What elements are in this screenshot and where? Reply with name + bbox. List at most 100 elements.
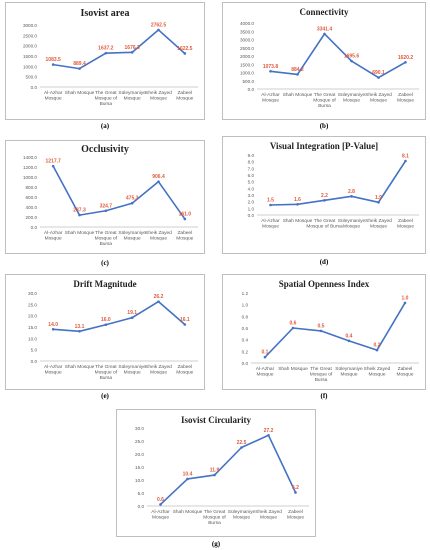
data-label: 1.5	[267, 198, 274, 204]
series-line	[270, 160, 407, 206]
data-label: 1217.7	[46, 159, 62, 165]
chart-frame: Drift Magnitude 0.0 5.0 10.0 15.0 20.0 25.0 30…	[5, 274, 205, 390]
chart-frame: Visual Integration [P-Value] 0.0 1.0 2.0 3.…	[222, 136, 426, 254]
chart-title: Occlusivity	[81, 144, 129, 155]
data-point	[78, 67, 81, 70]
y-tick-label: 4.0	[248, 186, 255, 191]
y-tick-label: 0.0	[138, 504, 145, 509]
line-chart-isovist-circularity: 0.0 5.0 10.0 15.0 20.0 25.0 30.0 Al-Azhar Mosque…	[135, 426, 309, 526]
x-tick-label: Al-Azhar Mosque	[44, 90, 63, 102]
y-tick-label: 0.0	[31, 359, 38, 364]
figure-label: (e)	[101, 392, 109, 400]
data-label: 0.2	[374, 343, 381, 349]
data-label: 1620.2	[398, 55, 414, 61]
x-tick-label: Süleymaniye Mosque	[118, 230, 146, 242]
data-label: 906.4	[152, 174, 165, 180]
y-tick-label: 25.0	[135, 439, 144, 444]
x-tick-label: Al-Azhar Mosque	[151, 509, 170, 521]
data-label: 2.8	[348, 189, 355, 195]
data-point	[183, 52, 187, 55]
chart-title: Isovist Circularity	[180, 415, 252, 425]
x-tick-label: The Great Mosque of Bursa	[306, 218, 343, 230]
data-point	[78, 213, 81, 217]
series-line	[264, 302, 406, 358]
data-label: 22.5	[237, 440, 247, 446]
line-chart-occlusivity: 0.0 200.0 400.0 600.0 800.0 1000.0 1200.0 1400.…	[23, 155, 198, 247]
data-point	[104, 209, 108, 213]
data-label: 690.1	[372, 70, 385, 76]
chart-panel-isovist-circularity: Isovist Circularity 0.0 5.0 10.0 15.0 20.0 25…	[116, 409, 316, 549]
y-tick-label: 600.0	[26, 195, 38, 200]
y-tick-label: 20.0	[28, 314, 37, 319]
data-label: 16.1	[180, 317, 190, 323]
y-tick-label: 0.0	[31, 85, 38, 90]
x-tick-label: Zabeel Mosque	[287, 509, 304, 521]
x-tick-label: Zabeel Mosque	[176, 90, 193, 102]
x-tick-label: Shah Mosque	[173, 509, 203, 515]
x-tick-label: Shah Mosque	[65, 364, 95, 370]
data-label: 1676.3	[125, 45, 141, 51]
y-tick-label: 8.0	[248, 160, 255, 165]
x-tick-label: Al-Azhar Mosque	[261, 92, 280, 104]
data-point	[291, 326, 295, 330]
data-label: 10.4	[183, 471, 193, 477]
y-tick-label: 800.0	[26, 185, 38, 190]
data-label: 19.1	[127, 310, 137, 316]
chart-panel-spatial-openness: Spatial Openness Index 0.0 0.2 0.4 0.6 0.8 1.…	[222, 274, 426, 400]
data-label: 1073.8	[263, 64, 279, 70]
chart-panel-occlusivity: Occlusivity 0.0 200.0 400.0 600.0 800.0 1000.…	[5, 140, 205, 268]
data-point	[104, 323, 108, 327]
y-tick-label: 1.2	[242, 291, 249, 296]
x-tick-label: The Great Mosque of Bursa	[95, 364, 118, 381]
x-tick-label: The Great Mosque of Bursa	[95, 230, 118, 247]
data-label: 1.9	[375, 195, 382, 201]
data-point	[296, 203, 299, 206]
data-point	[404, 159, 407, 163]
data-point	[319, 329, 323, 333]
chart-title: Visual Integration [P-Value]	[269, 141, 379, 151]
y-tick-label: 0.0	[248, 87, 255, 92]
y-tick-label: 2500.0	[240, 46, 254, 51]
figure-label: (f)	[320, 392, 328, 400]
x-tick-label: Süleymaniye Mosque	[338, 92, 366, 104]
x-tick-label: Zabeel Mosque	[176, 364, 193, 376]
data-point	[130, 316, 134, 320]
data-point	[130, 51, 134, 54]
data-label: 11.9	[210, 468, 220, 474]
chart-frame: Connectivity 0.0 500.0 1000.0 1500.0 2000.0 2…	[222, 2, 426, 120]
line-chart-isovist-area: 0.0 500.0 1000.0 1500.0 2000.0 2500.0 3000.0 Al…	[23, 22, 198, 107]
data-point	[51, 327, 55, 331]
data-point	[323, 199, 326, 202]
series-line	[53, 300, 186, 333]
y-tick-label: 30.0	[135, 426, 144, 431]
x-tick-label: Süleymaniye Mosque	[228, 509, 256, 521]
chart-title: Drift Magnitude	[73, 279, 137, 289]
x-tick-label: Sheik Zayed Mosque	[364, 366, 391, 378]
y-tick-label: 3000.0	[240, 38, 254, 43]
y-tick-label: 0.0	[242, 361, 249, 366]
data-point	[377, 201, 380, 204]
data-label: 475.3	[126, 196, 139, 202]
y-tick-label: 1200.0	[23, 165, 37, 170]
data-label: 0.6	[157, 497, 164, 503]
data-point	[51, 63, 55, 66]
data-point	[323, 32, 326, 36]
x-tick-label: Al-Azhar Mosque	[261, 218, 280, 230]
data-label: 26.2	[154, 294, 164, 300]
y-tick-label: 500.0	[243, 79, 255, 84]
data-label: 2.2	[321, 193, 328, 199]
x-tick-label: Zabeel Mosque	[176, 230, 193, 242]
y-tick-label: 5.0	[248, 180, 255, 185]
y-tick-label: 10.0	[135, 478, 144, 483]
y-tick-label: 500.0	[26, 75, 38, 80]
line-chart-spatial-openness: 0.0 0.2 0.4 0.6 0.8 1.0 1.2 Al-Azhar MosqueShah …	[242, 291, 419, 383]
y-tick-label: 15.0	[135, 465, 144, 470]
y-tick-label: 0.4	[242, 338, 249, 343]
data-label: 237.3	[73, 208, 86, 214]
data-label: 161.0	[179, 211, 192, 217]
x-tick-label: Sheik Zayed Mosque	[145, 364, 172, 376]
x-tick-label: Sheik Zayed Mosque	[145, 90, 172, 102]
series-line	[270, 33, 406, 79]
figure-label: (d)	[319, 258, 329, 266]
data-label: 889.4	[73, 61, 86, 67]
